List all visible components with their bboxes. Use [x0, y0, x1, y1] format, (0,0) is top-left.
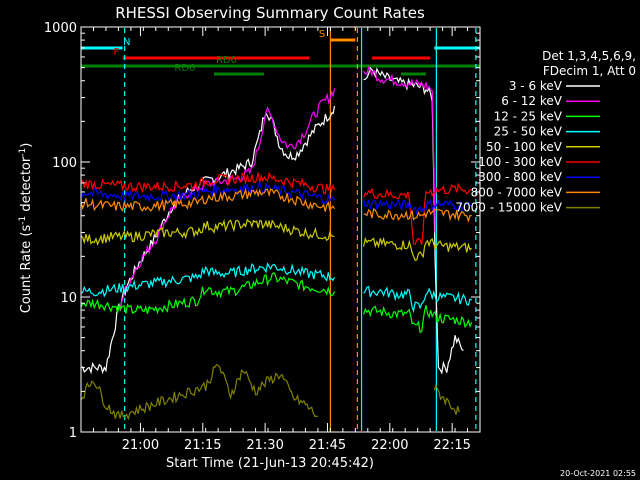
- series-line-300to800keVkev: [80, 181, 336, 205]
- series-line-50to100keVkev: [80, 218, 335, 246]
- series-line-50to100keVkev: [363, 236, 473, 262]
- legend-entry-label: 300 - 800 keV: [478, 170, 562, 184]
- flag-rd6-label: RD6: [174, 63, 195, 74]
- flag-f-label: F: [113, 47, 119, 58]
- y-axis-label-part: Count Rate (s: [19, 225, 34, 314]
- series-line-7000to15000keVkev: [80, 363, 319, 421]
- series-line-7000to15000keVkev: [433, 383, 460, 415]
- series-line-800to7000keVkev: [363, 208, 472, 223]
- series-line-6to12keVkev: [363, 65, 436, 233]
- legend-entry-label: 3 - 6 keV: [509, 79, 563, 93]
- x-tick-label: 22:00: [371, 438, 408, 453]
- x-axis-label: Start Time (21-Jun-13 20:45:42): [166, 456, 374, 471]
- series-line-300to800keVkev: [363, 198, 472, 216]
- y-axis-label-part: ): [19, 143, 34, 148]
- x-tick-label: 22:15: [433, 438, 470, 453]
- legend-entry-label: 100 - 300 keV: [478, 155, 562, 169]
- x-tick-label: 21:00: [122, 438, 159, 453]
- y-axis-label: Count Rate (s-1 detector-1): [18, 143, 34, 314]
- legend-header-line: Det 1,3,4,5,6,9,: [542, 49, 636, 63]
- x-tick-label: 21:15: [184, 438, 221, 453]
- legend-entry-label: 12 - 25 keV: [494, 109, 563, 123]
- series-line-100to300keVkev: [363, 182, 472, 246]
- axis-ticks: 1 10 100 1000 21:00 21:15 21:30 21:45 22:00 22:15: [44, 21, 481, 453]
- flag-rd0-label: RD0: [216, 55, 237, 66]
- series-lines: [80, 65, 473, 421]
- series-line-100to300keVkev: [80, 171, 336, 195]
- legend-header-line: FDecim 1, Att 0: [543, 64, 636, 78]
- flag-s-label: S: [319, 29, 325, 40]
- series-line-3to6keVkev: [363, 66, 464, 375]
- x-tick-label: 21:30: [246, 438, 283, 453]
- y-tick-label: 10: [60, 291, 77, 306]
- flag-n-label: N: [123, 37, 130, 48]
- legend-entry-label: 25 - 50 keV: [494, 125, 563, 139]
- series-line-12to25keVkev: [80, 271, 336, 315]
- series-line-25to50keVkev: [363, 285, 473, 314]
- legend: Det 1,3,4,5,6,9,FDecim 1, Att 03 - 6 keV…: [455, 49, 636, 215]
- y-tick-label: 100: [52, 156, 77, 171]
- series-line-800to7000keVkev: [80, 187, 336, 212]
- series-line-12to25keVkev: [363, 305, 473, 334]
- chart-title: RHESSI Observing Summary Count Rates: [115, 4, 425, 22]
- flag-bars: NF S RD0 RD6: [81, 29, 480, 76]
- y-axis-label-part: detector: [19, 156, 34, 216]
- legend-entry-label: 800 - 7000 keV: [471, 185, 563, 199]
- series-line-3to6keVkev: [80, 105, 336, 375]
- legend-entry-label: 6 - 12 keV: [501, 94, 563, 108]
- y-axis-label-part: -1: [18, 148, 28, 157]
- y-tick-label: 1: [69, 426, 77, 441]
- legend-entry-label: 7000 - 15000 keV: [455, 201, 562, 215]
- timestamp: 20-Oct-2021 02:55: [560, 469, 636, 478]
- y-tick-label: 1000: [44, 21, 77, 36]
- x-tick-label: 21:45: [309, 438, 346, 453]
- legend-entry-label: 50 - 100 keV: [486, 140, 563, 154]
- series-line-25to50keVkev: [80, 262, 336, 298]
- series-line-6to12keVkev: [117, 88, 336, 311]
- vertical-markers: [124, 28, 477, 431]
- y-axis-label-part: -1: [18, 216, 28, 225]
